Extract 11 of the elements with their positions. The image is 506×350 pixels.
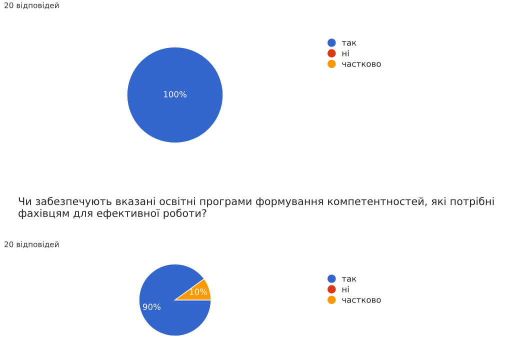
legend-label: так <box>342 41 356 46</box>
legend-label: частково <box>342 298 381 303</box>
chart-title: Чи забезпечують вказані освітні програми формування компетентностей, які потрібні фахівцям для ефективної роботи? <box>18 196 494 220</box>
legend-label: ні <box>342 286 349 292</box>
legend-label: ні <box>342 50 349 56</box>
pie-slice <box>138 264 212 336</box>
legend-label: частково <box>342 62 381 67</box>
data-label: 10% <box>190 288 208 295</box>
data-label: 90% <box>142 304 161 310</box>
legend-label: так <box>342 277 356 282</box>
data-label: 100% <box>164 91 186 98</box>
